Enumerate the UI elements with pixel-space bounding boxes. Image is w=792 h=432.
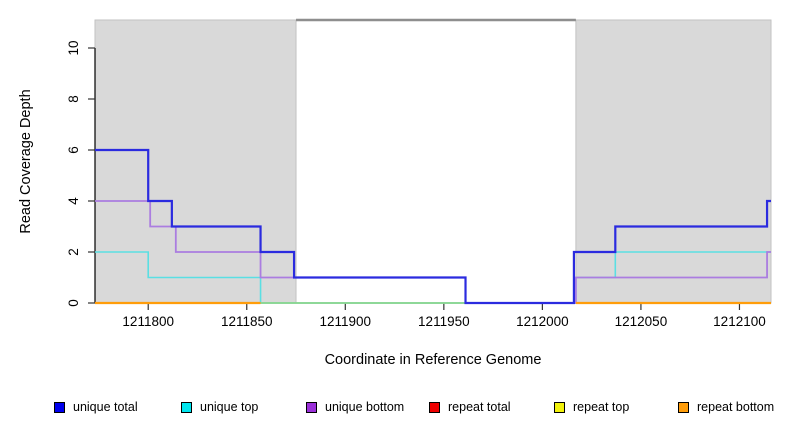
x-tick-label: 1211850 [221, 314, 273, 329]
repeat-region-shading [94, 19, 297, 304]
legend-label: repeat top [573, 400, 630, 414]
legend-swatch-repeat-total [429, 401, 440, 413]
legend-label: unique total [73, 400, 138, 414]
x-tick-label: 1211800 [122, 314, 174, 329]
legend-swatch-unique-top [181, 401, 192, 413]
x-tick-label: 1211950 [418, 314, 470, 329]
legend-item-repeat-top: repeat top [554, 400, 629, 414]
repeat-region-shading [575, 19, 772, 304]
x-tick-label: 1212000 [516, 314, 569, 329]
y-tick-label: 0 [66, 299, 81, 307]
y-tick-label: 6 [66, 146, 81, 154]
legend-item-repeat-total: repeat total [429, 400, 511, 414]
x-axis-title: Coordinate in Reference Genome [325, 352, 542, 368]
legend-item-unique-bottom: unique bottom [306, 400, 404, 414]
x-tick-label: 1211900 [320, 314, 372, 329]
y-tick-label: 2 [66, 248, 81, 256]
legend-item-unique-total: unique total [54, 400, 138, 414]
legend-item-repeat-bottom: repeat bottom [678, 400, 774, 414]
legend-swatch-repeat-top [554, 401, 565, 413]
legend-swatch-unique-total [54, 401, 65, 413]
y-tick-label: 10 [66, 40, 81, 55]
chart-canvas: 1211800 1211850 1211900 1211950 1212000 12120… [18, 18, 772, 368]
y-tick-label: 8 [66, 95, 81, 103]
legend-item-unique-top: unique top [181, 400, 258, 414]
legend-label: unique top [200, 400, 259, 414]
x-tick-label: 1212050 [615, 314, 668, 329]
legend-swatch-repeat-bottom [678, 401, 689, 413]
legend-label: repeat total [448, 400, 511, 414]
y-axis-title: Read Coverage Depth [18, 89, 34, 233]
series-unique-total [95, 148, 771, 305]
legend-label: repeat bottom [697, 400, 775, 414]
y-tick-label: 4 [66, 197, 81, 205]
legend-swatch-unique-bottom [306, 401, 317, 413]
legend-label: unique bottom [325, 400, 405, 414]
x-tick-label: 1212100 [713, 314, 766, 329]
